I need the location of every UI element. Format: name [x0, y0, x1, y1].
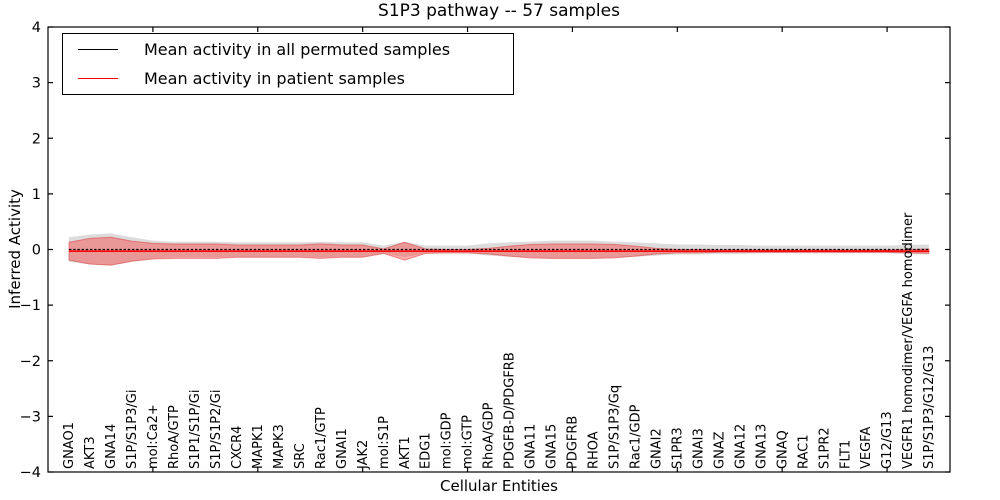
- y-tick-label: 2: [32, 131, 41, 147]
- entity-label: GNAI1: [335, 428, 350, 469]
- entity-label: GNAI2: [649, 428, 664, 469]
- entity-label: JAK2: [356, 440, 371, 470]
- entity-label: G12/G13: [880, 411, 895, 469]
- y-tick-label: −1: [20, 298, 41, 314]
- entity-label: mol:Ca2+: [146, 404, 161, 469]
- x-axis-title: Cellular Entities: [440, 477, 558, 495]
- y-tick-label: −2: [20, 354, 41, 370]
- entity-label: GNA12: [733, 424, 748, 469]
- entity-label: GNA14: [104, 424, 119, 469]
- legend: Mean activity in all permuted samples Me…: [62, 33, 514, 95]
- entity-label: S1PR3: [670, 427, 685, 469]
- entity-label: S1P/S1P3/Gi: [125, 390, 140, 469]
- entity-label: mol:GDP: [440, 412, 455, 469]
- entity-label: CXCR4: [230, 426, 245, 469]
- entity-label: GNAI3: [691, 428, 706, 469]
- entity-label: MAPK3: [272, 424, 287, 469]
- entity-label: GNA13: [754, 424, 769, 469]
- entity-label: PDGFRB: [566, 416, 581, 469]
- entity-label: RhoA/GDP: [482, 402, 497, 469]
- entity-label: PDGFB-D/PDGFRB: [503, 352, 518, 469]
- entity-label: FLT1: [838, 440, 853, 469]
- entity-label: GNAO1: [62, 422, 77, 469]
- legend-entry-permuted: Mean activity in all permuted samples: [63, 35, 513, 63]
- entity-label: S1P1/S1P/Gi: [188, 390, 203, 469]
- legend-entry-patient: Mean activity in patient samples: [63, 65, 513, 93]
- entity-label: S1P/S1P3/Gq: [608, 385, 623, 469]
- legend-label-patient: Mean activity in patient samples: [144, 69, 405, 89]
- permuted-line-swatch: [78, 48, 118, 50]
- entity-label: VEGFR1 homodimer/VEGFA homodimer: [901, 212, 916, 469]
- entity-label: AKT1: [398, 436, 413, 469]
- y-tick-label: −3: [20, 409, 41, 425]
- entity-label: SRC: [293, 443, 308, 469]
- entity-label: GNAZ: [712, 431, 727, 469]
- patient-line-swatch: [78, 78, 118, 80]
- y-tick-label: 0: [32, 243, 41, 259]
- entity-label: RHOA: [587, 431, 602, 469]
- y-tick-label: 1: [32, 187, 41, 203]
- entity-label: EDG1: [419, 432, 434, 469]
- entity-label: mol:GTP: [461, 415, 476, 469]
- entity-label: Rac1/GTP: [314, 407, 329, 469]
- entity-label: VEGFA: [859, 427, 874, 469]
- entity-label: Rac1/GDP: [629, 404, 644, 469]
- entity-label: GNA15: [545, 424, 560, 469]
- chart-title: S1P3 pathway -- 57 samples: [378, 1, 620, 21]
- entity-label: MAPK1: [251, 424, 266, 469]
- entity-label: RhoA/GTP: [167, 405, 182, 469]
- entity-label: S1P/S1P3/G12/G13: [922, 346, 937, 469]
- y-axis-title: Inferred Activity: [6, 189, 24, 309]
- y-tick-label: −4: [20, 465, 41, 481]
- entity-label: mol:S1P: [377, 416, 392, 469]
- y-tick-label: 3: [32, 76, 41, 92]
- entity-label: GNAQ: [775, 430, 790, 469]
- y-tick-label: 4: [32, 20, 41, 36]
- legend-label-permuted: Mean activity in all permuted samples: [144, 39, 451, 59]
- entity-label: AKT3: [83, 436, 98, 469]
- entity-label: S1P/S1P2/Gi: [209, 390, 224, 469]
- entity-label: RAC1: [796, 434, 811, 469]
- entity-label: GNA11: [524, 424, 539, 469]
- entity-label: S1PR2: [817, 427, 832, 469]
